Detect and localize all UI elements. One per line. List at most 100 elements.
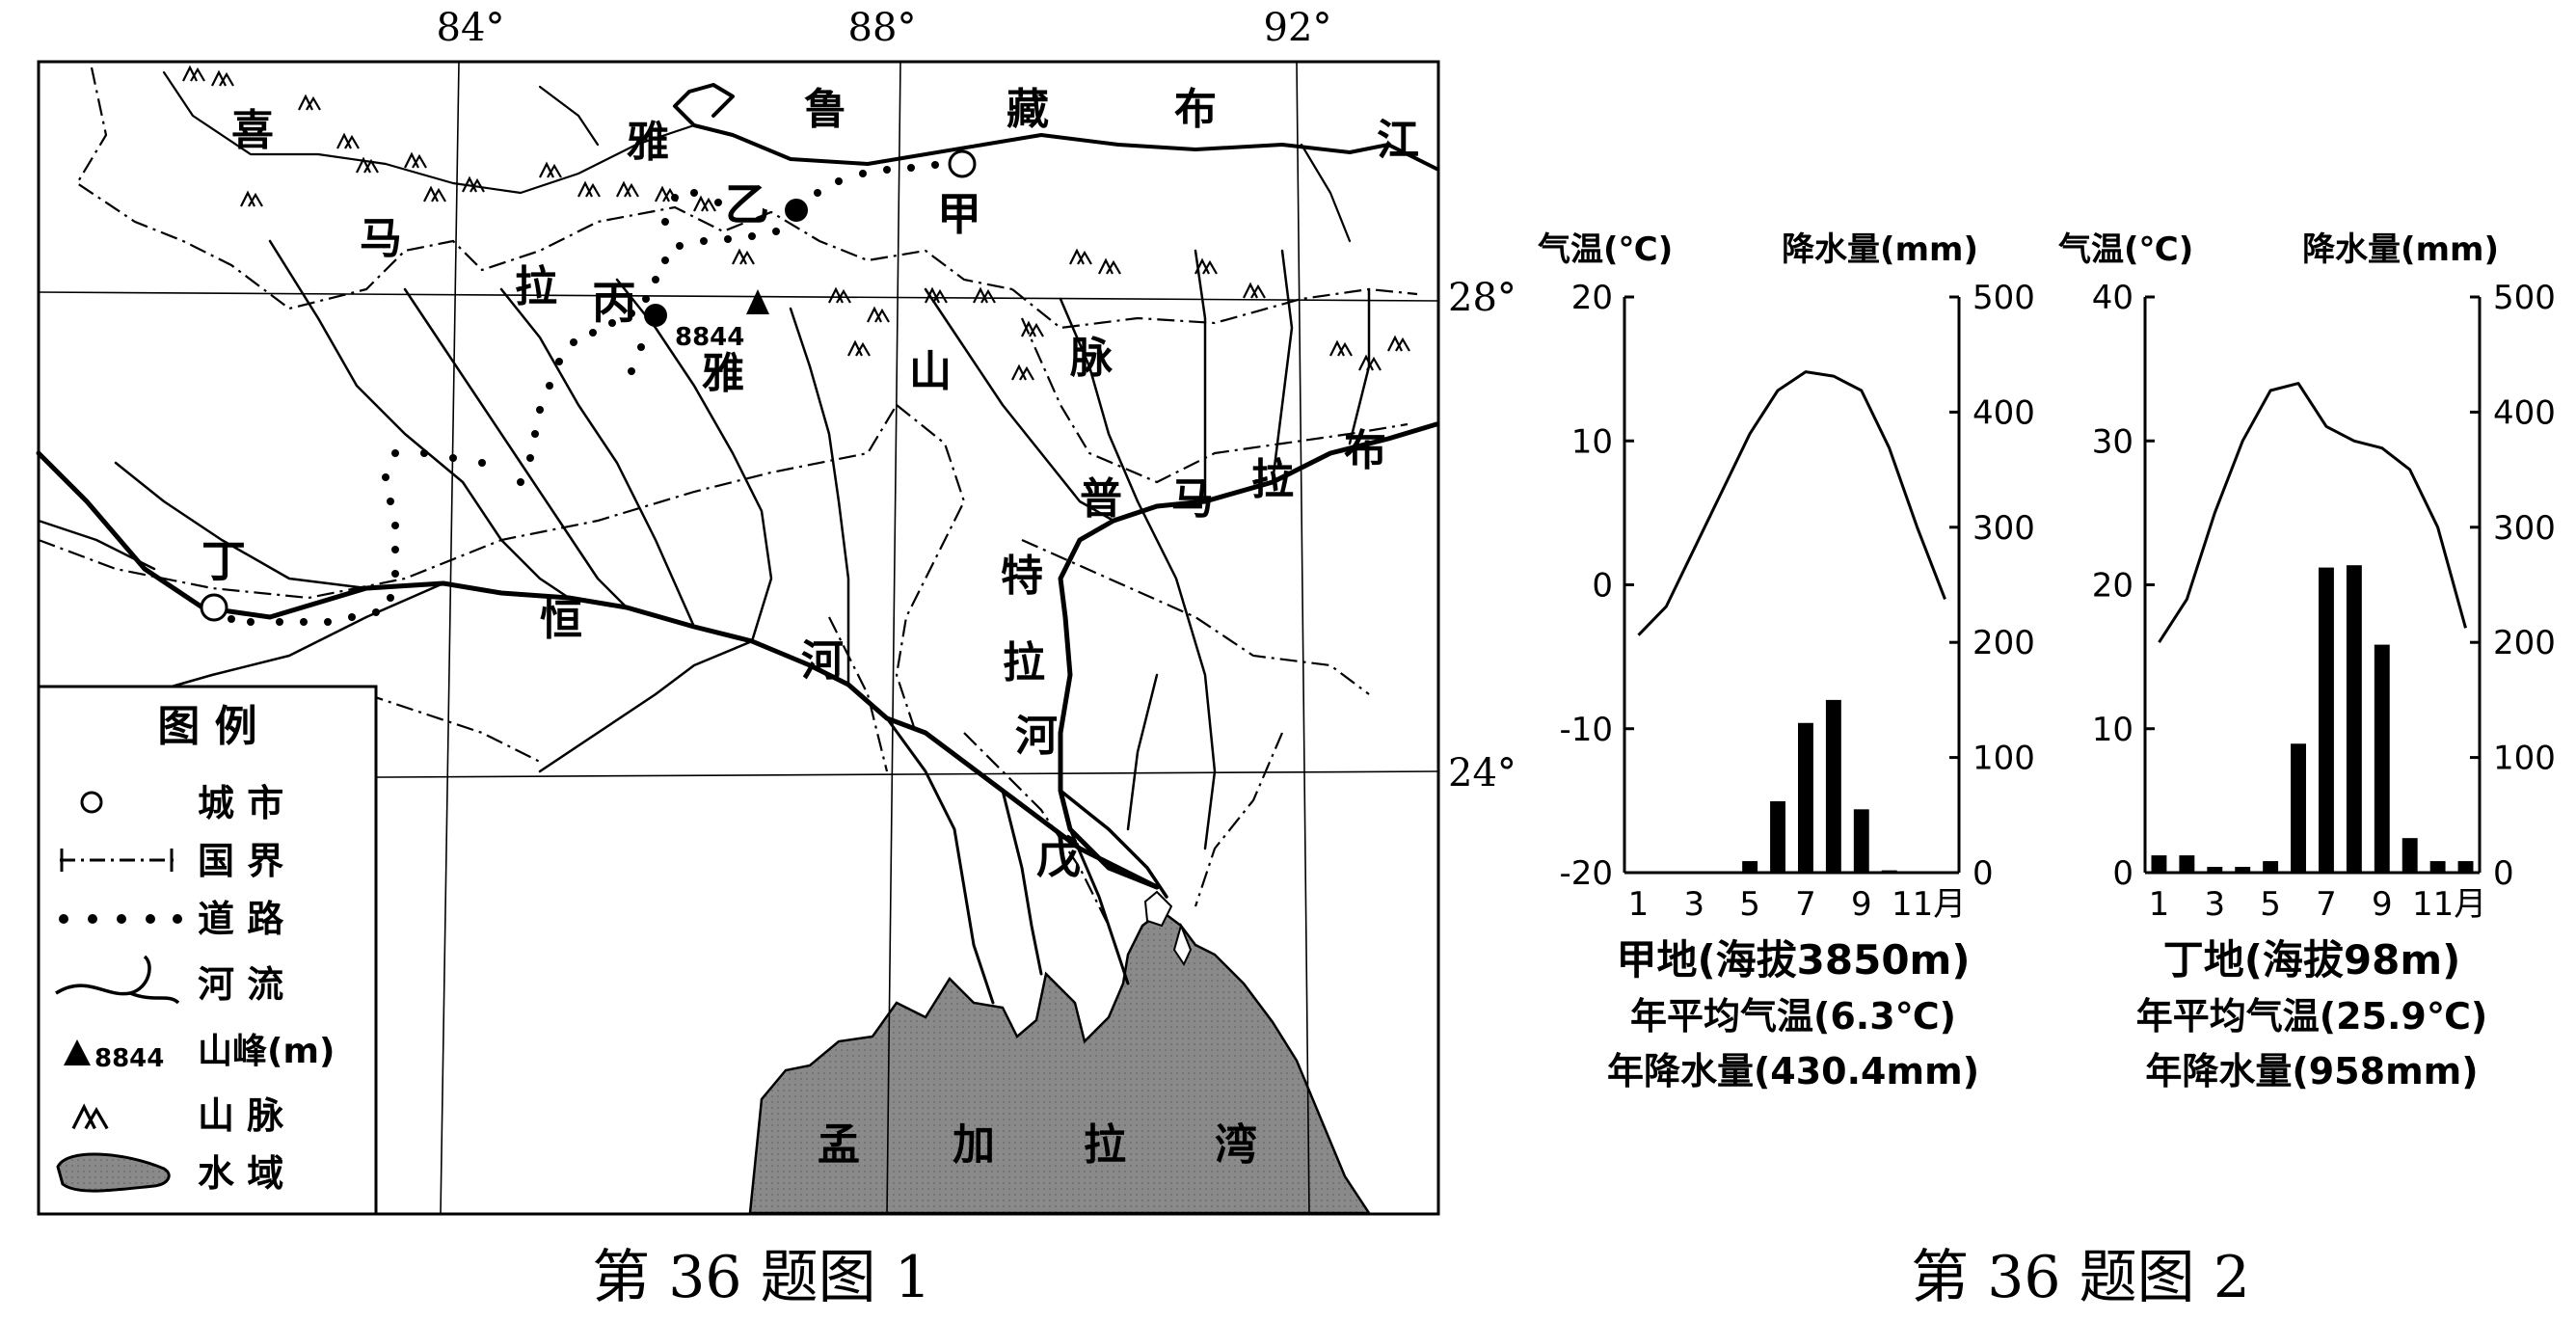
place-yi-label: 乙	[725, 178, 769, 230]
map-figure: 84° 88° 92° 28° 24°	[36, 6, 1516, 1311]
temp-tick-label: 0	[1592, 567, 1613, 606]
svg-text:拉: 拉	[1251, 455, 1294, 504]
legend-label-road: 道 路	[198, 898, 284, 940]
everest-peak-value: 8844	[675, 323, 744, 352]
place-yi-marker	[785, 199, 808, 222]
temp-tick-label: -10	[1559, 711, 1613, 749]
rivers	[36, 70, 1439, 1005]
climate-chart-jia: 气温(℃) 降水量(mm)20100-10-2050040030020010001…	[1537, 230, 2035, 1092]
place-ding-label: 丁	[201, 535, 246, 587]
temp-tick-label: -20	[1559, 854, 1613, 893]
bay-of-bengal-label: 孟 加 拉 湾	[818, 1120, 1257, 1170]
svg-text:拉: 拉	[515, 262, 557, 311]
legend-label-border: 国 界	[198, 840, 283, 882]
legend-label-city: 城 市	[198, 782, 283, 824]
road-icon	[59, 914, 182, 924]
water-icon	[56, 1152, 171, 1193]
month-tick-label: 11月	[1892, 885, 1966, 924]
precip-bar	[2374, 644, 2390, 873]
precip-tick-label: 200	[1972, 624, 2035, 662]
svg-text:河: 河	[1015, 712, 1058, 761]
svg-text:湾: 湾	[1215, 1120, 1257, 1170]
legend-label-peak: 山峰(m)	[198, 1032, 335, 1071]
chart-title-line-2: 年平均气温(25.9℃)	[2136, 995, 2488, 1038]
temp-tick-label: 0	[2112, 854, 2133, 893]
precip-tick-label: 100	[1972, 740, 2035, 778]
chart-title-line-1: 甲地(海拔3850m)	[1616, 936, 1970, 984]
svg-text:藏: 藏	[1006, 85, 1049, 134]
precip-tick-label: 300	[2493, 509, 2556, 548]
precip-tick-label: 400	[2493, 393, 2556, 432]
ganges-river	[36, 450, 1160, 890]
precip-tick-label: 200	[2493, 624, 2556, 662]
precip-bar	[2207, 867, 2223, 873]
map-legend: 图 例 城 市 国 界 道 路 河 流 8844 山峰(m) 山 脉	[37, 685, 378, 1216]
brahmaputra-label: 布 拉 马 普 特 拉 河	[1001, 426, 1386, 761]
place-bing-marker	[644, 304, 667, 327]
month-tick-label: 5	[2260, 885, 2281, 924]
chart-title-line-2: 年平均气温(6.3℃)	[1630, 995, 1956, 1038]
city-jia-marker	[948, 149, 977, 178]
svg-text:普: 普	[1080, 474, 1122, 524]
roads	[228, 161, 939, 626]
precip-tick-label: 100	[2493, 740, 2556, 778]
precip-bar	[2457, 861, 2474, 873]
left-axis-label: 气温(℃)	[2057, 230, 2193, 269]
svg-text:河: 河	[801, 636, 844, 686]
city-icon	[80, 791, 103, 814]
month-tick-label: 3	[2204, 885, 2225, 924]
svg-text:特: 特	[1001, 552, 1043, 601]
precip-tick-label: 500	[2493, 279, 2556, 317]
month-tick-label: 7	[1795, 885, 1816, 924]
temp-tick-label: 10	[1571, 422, 1613, 461]
yarlung-tsangpo-label: 雅 鲁 藏 布 江	[627, 85, 1419, 167]
map-frame	[37, 60, 1440, 1216]
svg-text:喜: 喜	[231, 106, 274, 155]
temp-tick-label: 20	[1571, 279, 1613, 317]
left-axis-label: 气温(℃)	[1537, 230, 1673, 269]
mountain-icon	[71, 1103, 109, 1130]
temperature-line	[1637, 370, 1946, 636]
precip-bar	[1881, 870, 1897, 873]
svg-text:布: 布	[1344, 426, 1386, 475]
map-places: 甲 乙 丙 8844 丁 戊	[200, 149, 1081, 883]
svg-text:鲁: 鲁	[804, 85, 846, 134]
everest-peak-marker	[746, 289, 769, 314]
svg-text:脉: 脉	[1070, 334, 1114, 383]
svg-text:雅: 雅	[702, 349, 744, 398]
ganges-label: 恒 河	[540, 596, 844, 686]
month-tick-label: 9	[2372, 885, 2393, 924]
precip-tick-label: 400	[1972, 393, 2035, 432]
temp-tick-label: 30	[2092, 422, 2133, 461]
svg-text:马: 马	[1171, 474, 1214, 524]
longitude-label-92: 92°	[1264, 6, 1332, 50]
precip-tick-label: 0	[2493, 854, 2514, 893]
himalaya-label: 喜 马 拉 雅 山 脉	[231, 106, 1114, 398]
svg-text:孟: 孟	[818, 1120, 860, 1170]
month-tick-label: 1	[2149, 885, 2170, 924]
month-tick-label: 3	[1683, 885, 1704, 924]
precip-bar	[2179, 855, 2195, 873]
longitude-label-84: 84°	[437, 6, 505, 50]
place-jia-label: 甲	[937, 188, 981, 240]
precip-bar	[2346, 565, 2362, 873]
peak-icon	[64, 1039, 91, 1065]
precip-bar	[2263, 861, 2279, 873]
city-ding-marker	[200, 593, 228, 622]
legend-title: 图 例	[157, 702, 256, 751]
svg-text:布: 布	[1174, 85, 1217, 134]
latitude-label-24: 24°	[1448, 751, 1516, 795]
month-tick-label: 5	[1739, 885, 1760, 924]
temperature-line	[2158, 382, 2467, 644]
figure2-caption: 第 36 题图 2	[1911, 1244, 2250, 1311]
legend-peak-prefix: 8844	[94, 1044, 164, 1073]
chart-title-line-3: 年降水量(430.4mm)	[1607, 1050, 1979, 1092]
chart-title-line-1: 丁地(海拔98m)	[2163, 936, 2461, 984]
brahmaputra-river	[1058, 421, 1439, 890]
precip-bar	[1853, 809, 1869, 873]
latitude-label-28: 28°	[1448, 276, 1516, 320]
precip-bar	[1742, 861, 1758, 873]
svg-text:马: 马	[360, 214, 402, 263]
